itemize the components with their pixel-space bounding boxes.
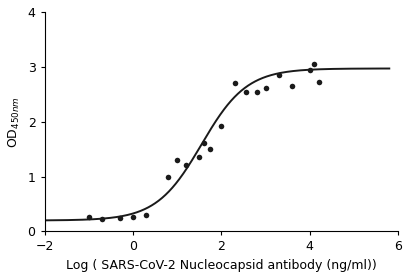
- Point: [289, 84, 295, 88]
- Point: [183, 162, 189, 167]
- Point: [196, 155, 202, 160]
- Point: [262, 85, 269, 90]
- Point: [130, 215, 136, 219]
- Point: [117, 215, 123, 220]
- Point: [85, 215, 92, 219]
- Point: [207, 147, 213, 151]
- Point: [311, 62, 317, 66]
- Point: [254, 89, 260, 94]
- Point: [315, 80, 322, 85]
- Point: [276, 73, 282, 77]
- Point: [218, 123, 225, 128]
- Point: [200, 140, 207, 145]
- Point: [243, 89, 249, 94]
- Point: [165, 174, 172, 179]
- Point: [174, 158, 180, 162]
- Y-axis label: OD$_{450nm}$: OD$_{450nm}$: [7, 96, 22, 148]
- Point: [99, 217, 106, 222]
- Point: [231, 81, 238, 86]
- Point: [143, 213, 150, 217]
- X-axis label: Log ( SARS-CoV-2 Nucleocapsid antibody (ng/ml)): Log ( SARS-CoV-2 Nucleocapsid antibody (…: [66, 259, 377, 272]
- Point: [306, 67, 313, 72]
